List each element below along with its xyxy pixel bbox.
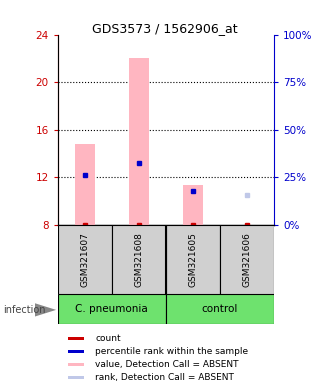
Bar — [166, 294, 274, 324]
Bar — [68, 363, 84, 366]
Text: count: count — [95, 334, 121, 343]
Bar — [182, 185, 203, 225]
Bar — [112, 225, 166, 294]
Text: GDS3573 / 1562906_at: GDS3573 / 1562906_at — [92, 22, 238, 35]
Bar — [68, 376, 84, 379]
Text: GSM321606: GSM321606 — [242, 232, 251, 286]
Text: value, Detection Call = ABSENT: value, Detection Call = ABSENT — [95, 360, 239, 369]
Bar — [58, 294, 166, 324]
Bar — [220, 225, 274, 294]
Bar — [58, 225, 112, 294]
Bar — [129, 58, 149, 225]
Text: GSM321607: GSM321607 — [80, 232, 89, 286]
Text: GSM321608: GSM321608 — [134, 232, 143, 286]
Bar — [166, 225, 220, 294]
Bar — [68, 350, 84, 353]
Text: GSM321605: GSM321605 — [188, 232, 197, 286]
Text: percentile rank within the sample: percentile rank within the sample — [95, 347, 248, 356]
Bar — [68, 337, 84, 340]
Polygon shape — [35, 303, 56, 316]
Text: C. pneumonia: C. pneumonia — [76, 304, 148, 314]
Text: rank, Detection Call = ABSENT: rank, Detection Call = ABSENT — [95, 373, 234, 382]
Text: control: control — [202, 304, 238, 314]
Bar — [75, 144, 95, 225]
Text: infection: infection — [3, 305, 46, 315]
